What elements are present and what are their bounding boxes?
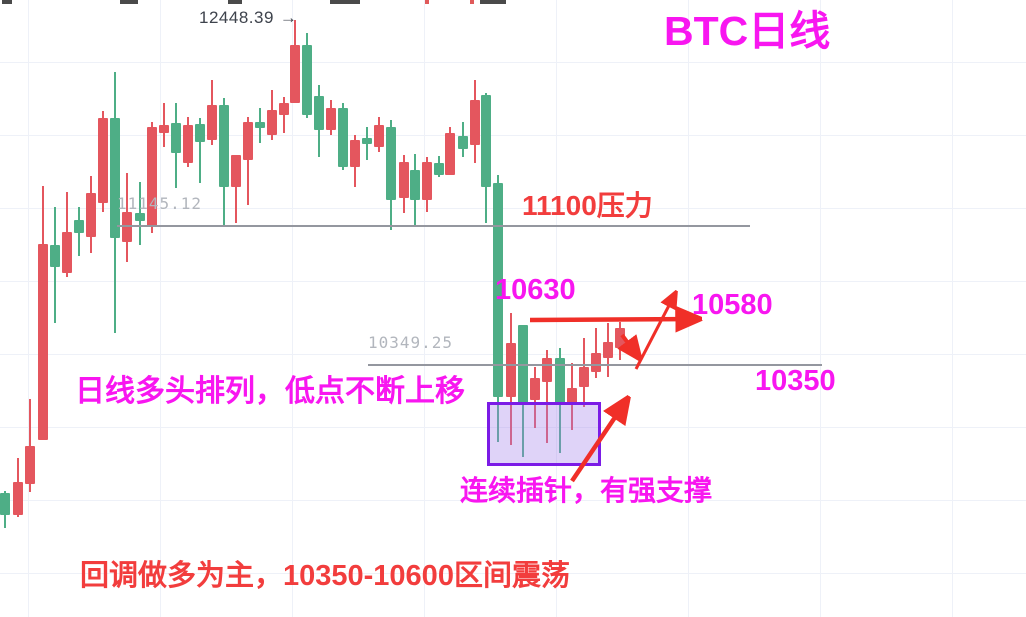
candle-wick — [283, 97, 285, 133]
candle-body — [50, 245, 60, 267]
candle-body — [481, 95, 491, 187]
candle-body — [135, 213, 145, 221]
candle-body — [506, 343, 516, 397]
candle-body — [326, 108, 336, 130]
trend-annotation: 日线多头排列，低点不断上移 — [75, 375, 465, 408]
gridline — [0, 208, 1026, 209]
price-label-10349: 10349.25 — [368, 333, 454, 352]
candle-body — [362, 138, 372, 144]
resistance-annotation: 11100压力 — [522, 190, 653, 221]
candle-body — [195, 124, 205, 142]
gridline — [160, 0, 161, 617]
candle-body — [38, 244, 48, 440]
clipped-toolbar-glyph — [228, 0, 242, 4]
candle-body — [62, 232, 72, 273]
candle-body — [183, 125, 193, 163]
candle-body — [434, 163, 444, 175]
candle-body — [470, 100, 480, 145]
candle-body — [231, 155, 241, 187]
gridline — [952, 0, 953, 617]
gridline — [556, 0, 557, 617]
candle-body — [615, 328, 625, 348]
candle-body — [171, 123, 181, 153]
candle-wick — [235, 155, 237, 223]
candle-body — [159, 125, 169, 133]
level-label-10350: 10350 — [755, 365, 836, 397]
candle-body — [350, 140, 360, 167]
candle-wick — [199, 118, 201, 183]
gridline — [0, 135, 1026, 136]
gridline — [28, 0, 29, 617]
gridline — [0, 573, 1026, 574]
candle-body — [579, 367, 589, 387]
candle-body — [338, 108, 348, 167]
clipped-toolbar-glyph — [425, 0, 429, 4]
clipped-toolbar-glyph — [120, 0, 138, 4]
gridline — [0, 281, 1026, 282]
strategy-annotation: 回调做多为主，10350-10600区间震荡 — [80, 560, 570, 592]
gridline — [820, 0, 821, 617]
candle-body — [410, 170, 420, 200]
clipped-toolbar-glyph — [470, 0, 474, 4]
candle-body — [74, 220, 84, 233]
candle-body — [314, 96, 324, 130]
candle-body — [0, 493, 10, 515]
candle-body — [530, 378, 540, 400]
clipped-toolbar-glyph — [330, 0, 360, 4]
candle-wick — [247, 117, 249, 205]
gridline — [0, 427, 1026, 428]
right-arrow-icon: → — [279, 8, 298, 27]
candle-body — [207, 105, 217, 140]
clipped-toolbar-glyph — [2, 0, 12, 4]
candle-body — [555, 358, 565, 403]
candle-body — [219, 105, 229, 187]
candle-body — [25, 446, 35, 484]
candle-body — [493, 183, 503, 397]
candle-body — [567, 388, 577, 403]
candle-body — [110, 118, 120, 238]
high-price-value: 12448.39 — [199, 8, 274, 27]
candle-body — [603, 342, 613, 358]
gridline — [424, 0, 425, 617]
price-line-10349 — [368, 364, 822, 366]
gridline — [292, 0, 293, 617]
gridline — [0, 500, 1026, 501]
candle-body — [267, 110, 277, 135]
candle-body — [422, 162, 432, 200]
clipped-toolbar-glyph — [480, 0, 506, 4]
red-arrow — [634, 292, 676, 370]
candle-body — [147, 127, 157, 227]
level-label-10580: 10580 — [692, 289, 773, 321]
candle-body — [290, 45, 300, 103]
level-label-10630: 10630 — [495, 274, 576, 306]
support-highlight-box — [487, 402, 601, 466]
gridline — [0, 62, 1026, 63]
candle-body — [374, 125, 384, 147]
candle-body — [445, 133, 455, 175]
price-line-11145 — [117, 225, 750, 227]
candle-body — [386, 127, 396, 200]
candle-body — [122, 212, 132, 242]
candle-body — [302, 45, 312, 115]
candle-body — [458, 136, 468, 149]
pin-bar-annotation: 连续插针，有强支撑 — [460, 475, 713, 506]
candle-wick — [29, 399, 31, 492]
candle-body — [399, 162, 409, 198]
price-label-11145: 11145.12 — [117, 194, 203, 213]
candle-body — [279, 103, 289, 115]
candle-wick — [546, 350, 548, 443]
candle-body — [591, 353, 601, 372]
candle-body — [243, 122, 253, 160]
candle-body — [86, 193, 96, 237]
high-price-label: 12448.39 → — [199, 9, 297, 26]
candle-body — [542, 358, 552, 382]
candle-body — [13, 482, 23, 515]
candle-body — [255, 122, 265, 128]
chart-title: BTC日线 — [664, 8, 831, 54]
gridline — [688, 0, 689, 617]
candle-body — [98, 118, 108, 203]
